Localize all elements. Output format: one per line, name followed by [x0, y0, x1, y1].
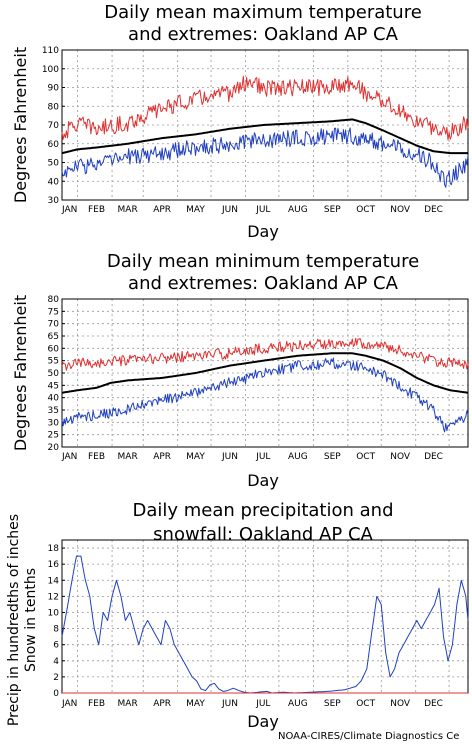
grid — [62, 540, 468, 693]
y-tick-label: 35 — [48, 406, 59, 416]
x-tick-label: JUL — [255, 452, 270, 462]
chart-title-line: and extremes: Oakland AP CA — [128, 273, 399, 294]
chart-title-line: snowfall: Oakland AP CA — [153, 524, 373, 545]
chart-panel-3: Daily mean precipitation and snowfall: Oa… — [6, 500, 469, 731]
x-tick-label: MAR — [118, 452, 138, 462]
chart-title-line: and extremes: Oakland AP CA — [128, 24, 399, 45]
series-line-max — [61, 75, 469, 141]
x-tick-label: APR — [153, 452, 171, 462]
y-tick-label: 12 — [48, 592, 59, 602]
series-line-min — [61, 127, 469, 188]
x-tick-label: OCT — [356, 205, 375, 215]
x-tick-label: APR — [153, 205, 171, 215]
y-tick-label: 30 — [48, 196, 60, 206]
y-tick-label: 70 — [48, 121, 60, 131]
y-axis-label: Degrees Fahrenheit — [11, 295, 30, 451]
y-axis-label: Snow in tenths — [23, 568, 39, 672]
x-tick-label: MAY — [186, 699, 205, 709]
y-tick-label: 100 — [42, 65, 59, 75]
x-tick-label: SEP — [324, 452, 341, 462]
y-tick-label: 10 — [48, 608, 60, 618]
plot-frame — [61, 539, 469, 694]
x-tick-label: MAY — [186, 205, 205, 215]
chart-title-line: Daily mean precipitation and — [132, 500, 393, 521]
y-tick-label: 80 — [48, 102, 60, 112]
y-tick-label: 30 — [48, 418, 60, 428]
y-tick-label: 110 — [42, 46, 59, 56]
x-tick-label: JUL — [255, 699, 270, 709]
x-tick-label: JUL — [255, 205, 270, 215]
y-tick-label: 80 — [48, 295, 60, 305]
x-tick-label: NOV — [390, 699, 411, 709]
y-tick-label: 0 — [53, 689, 59, 699]
x-tick-label: JAN — [61, 205, 77, 215]
y-tick-label: 50 — [48, 369, 60, 379]
y-tick-label: 65 — [48, 332, 59, 342]
y-tick-label: 20 — [48, 443, 60, 453]
y-tick-label: 14 — [48, 576, 60, 586]
x-tick-label: SEP — [324, 699, 341, 709]
y-axis-label: Degrees Fahrenheit — [11, 47, 30, 203]
x-tick-label: JUN — [221, 699, 238, 709]
y-tick-label: 55 — [48, 357, 59, 367]
x-axis-label: Day — [247, 712, 279, 731]
grid — [62, 50, 468, 200]
x-tick-label: MAR — [118, 699, 138, 709]
y-tick-label: 6 — [53, 641, 59, 651]
series-line-precipitation — [61, 555, 469, 694]
y-tick-label: 4 — [53, 657, 59, 667]
x-tick-label: OCT — [356, 452, 375, 462]
x-tick-label: FEB — [88, 205, 105, 215]
y-tick-label: 60 — [48, 140, 60, 150]
y-tick-label: 45 — [48, 381, 59, 391]
y-tick-label: 75 — [48, 307, 59, 317]
x-tick-label: NOV — [390, 452, 411, 462]
x-tick-label: APR — [153, 699, 171, 709]
chart-title-line: Daily mean maximum temperature — [104, 2, 422, 23]
y-tick-label: 40 — [48, 177, 60, 187]
x-tick-label: MAR — [118, 205, 138, 215]
x-tick-label: AUG — [288, 205, 308, 215]
y-tick-label: 90 — [48, 84, 60, 94]
x-tick-label: AUG — [288, 699, 308, 709]
y-tick-label: 25 — [48, 431, 59, 441]
x-axis-label: Day — [247, 222, 279, 241]
series-line-max — [61, 337, 469, 371]
y-tick-label: 16 — [48, 560, 60, 570]
x-tick-label: AUG — [288, 452, 308, 462]
footer-credit: NOAA-CIRES/Climate Diagnostics Ce — [278, 731, 460, 742]
x-tick-label: JAN — [61, 452, 77, 462]
x-tick-label: NOV — [390, 205, 411, 215]
x-tick-label: JAN — [61, 699, 77, 709]
series-line-min — [61, 357, 469, 433]
series-line-mean — [61, 352, 469, 394]
y-axis-label: Precip in hundredths of inches — [6, 514, 22, 726]
chart-title-line: Daily mean minimum temperature — [107, 251, 419, 272]
y-tick-label: 70 — [48, 320, 60, 330]
x-tick-label: MAY — [186, 452, 205, 462]
y-tick-label: 40 — [48, 394, 60, 404]
series-line-mean — [61, 118, 468, 155]
x-tick-label: SEP — [324, 205, 341, 215]
x-tick-label: FEB — [88, 699, 105, 709]
x-tick-label: DEC — [424, 205, 443, 215]
y-tick-label: 18 — [48, 544, 60, 554]
x-axis-label: Day — [247, 471, 279, 490]
x-tick-label: DEC — [424, 699, 443, 709]
x-tick-label: DEC — [424, 452, 443, 462]
y-tick-label: 60 — [48, 344, 60, 354]
x-tick-label: FEB — [88, 452, 105, 462]
y-tick-label: 2 — [53, 673, 59, 683]
y-tick-label: 50 — [48, 159, 60, 169]
x-tick-label: JUN — [221, 205, 238, 215]
y-tick-label: 8 — [53, 625, 59, 635]
x-tick-label: JUN — [221, 452, 238, 462]
x-tick-label: OCT — [356, 699, 375, 709]
